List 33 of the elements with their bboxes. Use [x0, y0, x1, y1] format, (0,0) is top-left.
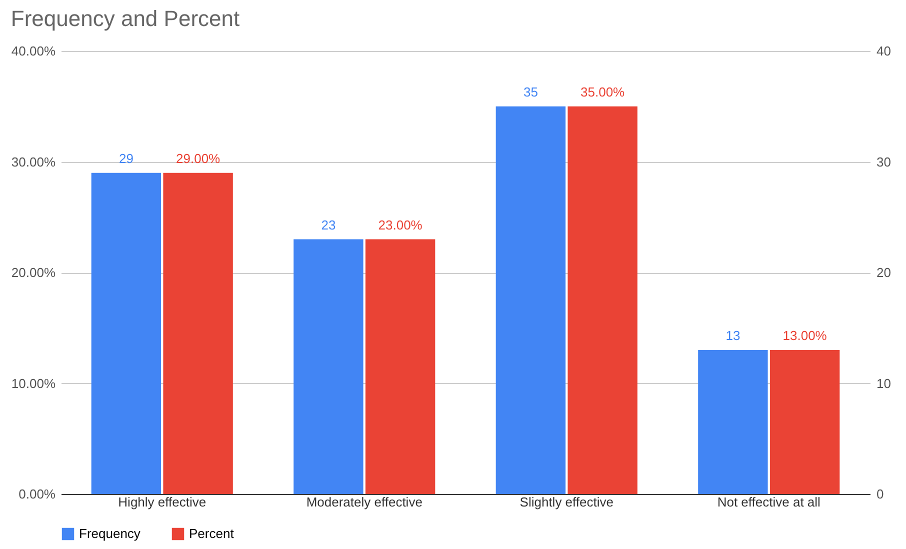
y-tick-label: 30.00%	[11, 154, 56, 170]
data-label: 35	[523, 84, 538, 100]
data-label: 13	[726, 328, 740, 344]
y-tick-label: 10.00%	[11, 376, 56, 391]
y-tick-label: 20.00%	[11, 265, 56, 280]
bar	[698, 350, 768, 494]
bar	[163, 172, 233, 494]
data-label: 23	[321, 217, 336, 232]
y2-tick-label: 30	[876, 154, 891, 170]
legend-label: Percent	[189, 526, 234, 541]
y2-tick-label: 0	[876, 486, 884, 502]
bar	[365, 239, 436, 494]
y-tick-label: 0.00%	[18, 486, 56, 502]
y2-tick-label: 40	[876, 44, 891, 58]
bar	[770, 350, 840, 494]
x-tick-label: Not effective at all	[717, 494, 821, 510]
y2-tick-label: 10	[876, 376, 891, 391]
x-tick-label: Slightly effective	[520, 494, 614, 510]
data-label: 23.00%	[378, 217, 423, 232]
x-tick-label: Moderately effective	[306, 494, 422, 510]
bar	[294, 239, 364, 494]
bar	[91, 172, 162, 494]
data-label: 29.00%	[176, 150, 221, 166]
bar	[496, 106, 566, 494]
y2-tick-label: 20	[876, 265, 891, 280]
chart-title: Frequency and Percent	[10, 6, 240, 31]
bar	[568, 106, 638, 494]
legend-label: Frequency	[79, 526, 141, 541]
data-label: 13.00%	[782, 328, 828, 344]
y-tick-label: 40.00%	[11, 44, 56, 58]
x-tick-label: Highly effective	[118, 494, 206, 510]
data-label: 35.00%	[580, 84, 626, 100]
data-label: 29	[118, 150, 134, 166]
